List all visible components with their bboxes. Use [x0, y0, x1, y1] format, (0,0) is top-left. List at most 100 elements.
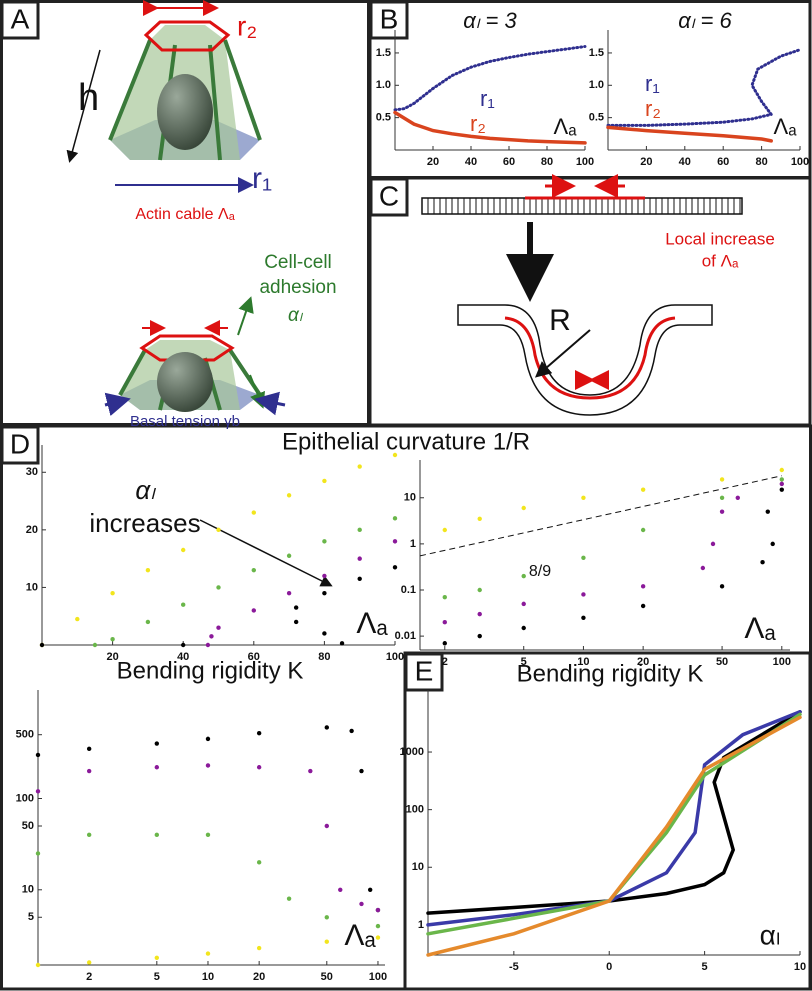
actin-label: Actin cable Λₐ — [135, 206, 235, 223]
series-line — [426, 710, 802, 915]
data-point — [339, 641, 345, 646]
data-point — [719, 509, 725, 514]
letter-box — [404, 652, 444, 692]
data-point — [154, 741, 160, 746]
x-tick-label: 2 — [86, 971, 92, 983]
data-point — [35, 789, 41, 794]
x-axis-label: αₗ — [760, 919, 781, 950]
data-point — [293, 619, 299, 625]
increase-arrow — [199, 519, 333, 587]
data-point — [322, 478, 327, 484]
series-label: r₂ — [470, 111, 486, 136]
data-point — [700, 565, 706, 571]
data-point — [581, 555, 586, 560]
x-tick-label: 5 — [521, 656, 527, 668]
series-line — [426, 710, 802, 927]
tissue-diagram — [421, 174, 743, 416]
data-point — [75, 616, 80, 622]
panel-letter: A — [11, 3, 30, 34]
data-point — [640, 603, 646, 609]
y-tick-label: 50 — [22, 820, 34, 832]
x-tick-label: 40 — [177, 651, 189, 663]
data-point — [338, 887, 343, 892]
data-point — [477, 587, 482, 593]
y-tick-label: 30 — [26, 466, 38, 478]
data-point — [110, 590, 115, 596]
chart-title: Bending rigidity K — [117, 657, 304, 684]
data-point — [145, 567, 151, 573]
data-point — [205, 642, 211, 648]
data-point — [308, 768, 313, 774]
data-point — [521, 505, 526, 511]
local-increase-label: of Λₐ — [702, 251, 739, 270]
x-axis-label: Λₐ — [344, 919, 376, 952]
y-tick-label: 0.5 — [376, 112, 391, 124]
data-point — [779, 481, 784, 487]
data-point — [324, 725, 329, 730]
data-point — [286, 553, 292, 558]
data-point — [442, 527, 447, 533]
y-tick-label: 1 — [410, 538, 416, 550]
x-tick-label: 0 — [606, 961, 612, 973]
data-point — [86, 746, 92, 752]
panel-letter: C — [379, 180, 399, 211]
letter-box — [0, 0, 40, 40]
data-point — [154, 955, 160, 960]
data-point — [349, 728, 354, 734]
data-point — [324, 823, 329, 829]
x-tick-label: 60 — [717, 156, 729, 168]
reference-line — [419, 475, 782, 557]
data-point — [293, 605, 299, 610]
data-point — [154, 832, 160, 838]
letter-box — [0, 425, 40, 465]
x-tick-label: 10 — [794, 961, 806, 973]
x-tick-label: 40 — [679, 156, 691, 168]
panel-letter: B — [380, 3, 399, 34]
data-point — [442, 594, 447, 600]
adhesion-label: adhesion — [259, 277, 336, 298]
panel-e-frame — [403, 651, 812, 991]
data-point — [392, 516, 398, 521]
data-point — [770, 541, 775, 547]
y-tick-label: 1.0 — [376, 79, 391, 91]
data-point — [324, 939, 329, 944]
data-point — [357, 464, 362, 469]
data-point — [205, 763, 211, 768]
data-point — [719, 584, 725, 589]
radius-label: R — [549, 304, 571, 337]
series-label: r₁ — [480, 86, 495, 111]
x-tick-label: 60 — [248, 651, 260, 663]
panel-letter: D — [10, 428, 30, 459]
x-tick-label: -5 — [509, 961, 519, 973]
data-point — [375, 907, 381, 913]
height-label: h — [78, 77, 99, 119]
data-point — [216, 625, 221, 630]
r-bottom-label: r₁ — [252, 162, 272, 195]
data-point — [719, 477, 725, 482]
data-point — [286, 896, 292, 901]
data-point — [35, 851, 41, 856]
letter-box — [369, 177, 409, 217]
series-line — [606, 48, 802, 127]
data-point — [205, 736, 211, 742]
data-point — [640, 527, 646, 533]
data-point — [581, 615, 586, 620]
y-tick-label: 1 — [418, 919, 424, 931]
data-point — [256, 860, 262, 865]
data-point — [322, 631, 327, 636]
data-point — [205, 832, 211, 838]
data-point — [86, 768, 92, 774]
data-point — [640, 584, 646, 589]
data-point — [181, 602, 186, 607]
x-tick-label: 100 — [773, 656, 791, 668]
x-axis-label: Λₐ — [554, 114, 578, 139]
data-point — [324, 915, 329, 920]
data-point — [765, 509, 770, 514]
x-tick-label: 20 — [106, 651, 118, 663]
x-tick-label: 80 — [541, 156, 553, 168]
series-label: r₁ — [645, 71, 660, 96]
data-point — [357, 556, 362, 561]
x-tick-label: 100 — [369, 971, 387, 983]
annotation: 8/9 — [529, 563, 551, 580]
